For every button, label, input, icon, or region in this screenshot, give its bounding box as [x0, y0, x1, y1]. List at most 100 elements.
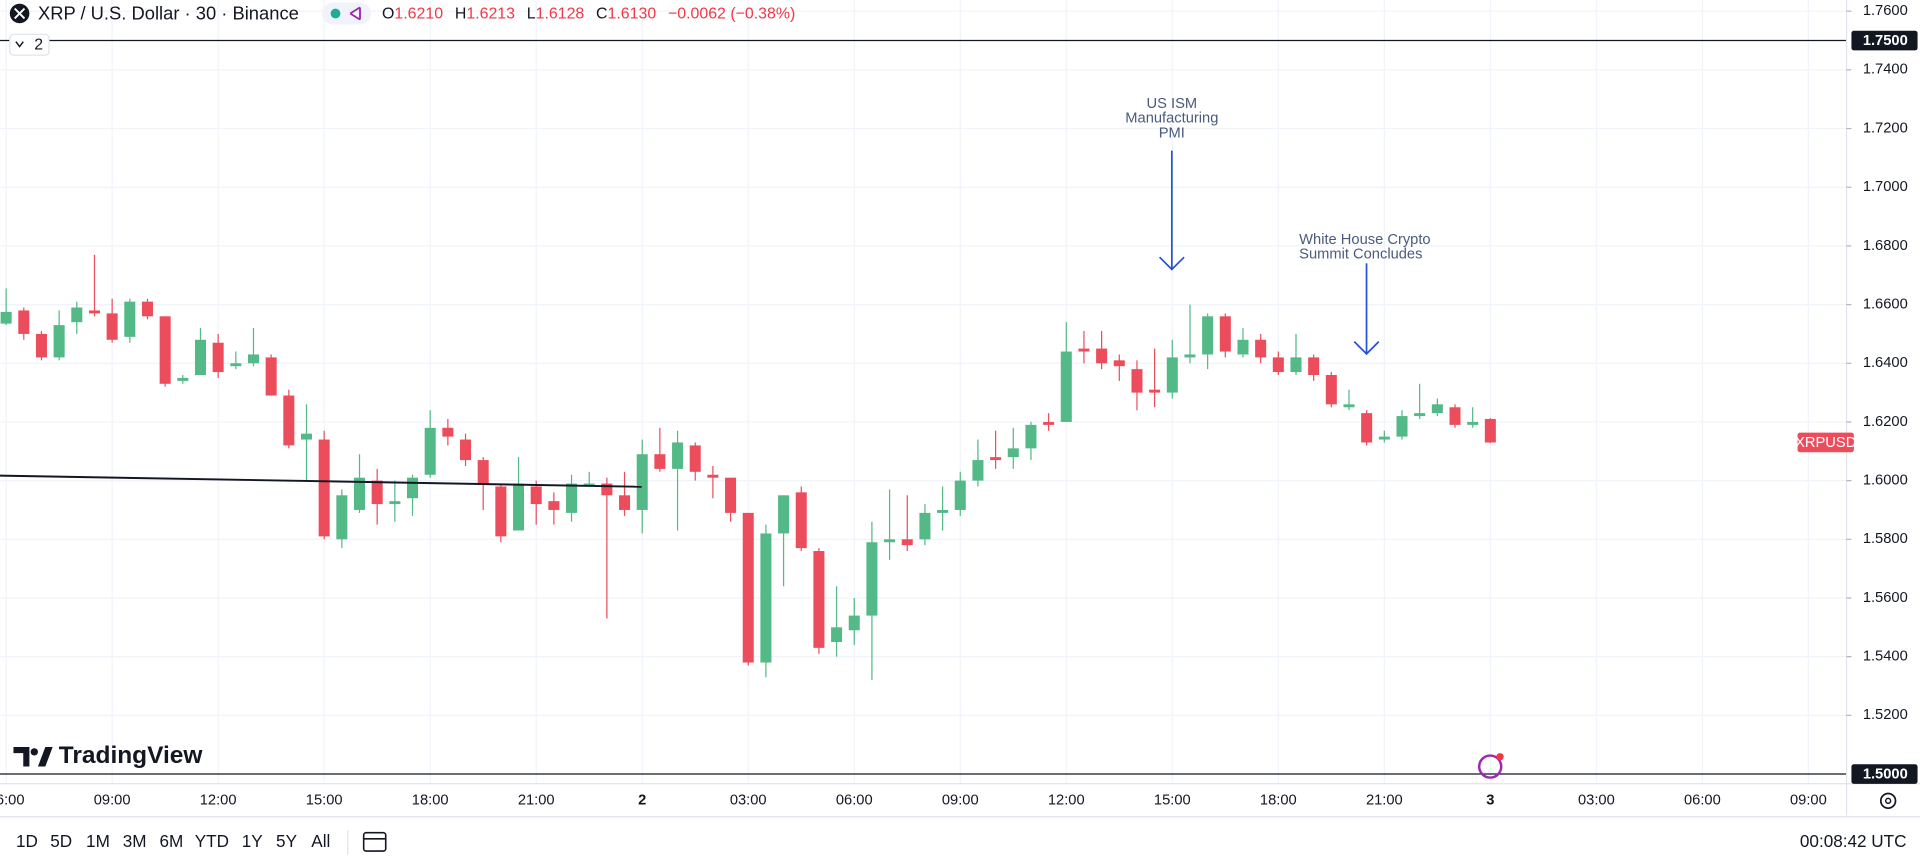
candle-body: [919, 512, 931, 540]
candle-body: [725, 477, 737, 513]
candle-body: [566, 483, 578, 513]
candle-body: [1007, 448, 1019, 458]
brand-name: TradingView: [59, 742, 204, 769]
brand-logo: [37, 746, 53, 767]
range-button[interactable]: All: [311, 831, 330, 851]
settings-icon[interactable]: [1879, 792, 1897, 810]
status-pill: [322, 2, 372, 25]
symbol-title: XRP / U.S. Dollar · 30 · Binance: [38, 3, 299, 24]
range-button[interactable]: 1Y: [242, 831, 264, 851]
price-tag: [1851, 30, 1918, 51]
range-button[interactable]: 6M: [160, 831, 184, 851]
price-tag-label: 1.7500: [1863, 33, 1908, 49]
candle-body: [159, 316, 171, 384]
x-tick-label: 18:00: [1260, 793, 1297, 809]
x-tick-label: 09:00: [94, 793, 131, 809]
candle-body: [654, 454, 666, 469]
candle-body: [1467, 421, 1479, 425]
candle-body: [972, 460, 984, 481]
x-tick-label: 12:00: [1048, 793, 1085, 809]
axis: 1.5200 1.5400 1.5600 1.5800 1.6000 1.6200 1.64…: [0, 3, 1918, 809]
assistant-badge: [1496, 753, 1504, 761]
x-tick-label: 06:00: [1684, 793, 1721, 809]
candle-body: [124, 301, 136, 337]
candle-body: [318, 439, 330, 537]
candle-body: [371, 480, 383, 505]
calendar-icon[interactable]: [362, 831, 387, 852]
range-button[interactable]: 5Y: [276, 831, 298, 851]
candle-body: [230, 363, 242, 367]
range-button[interactable]: 3M: [123, 831, 147, 851]
candle-body: [1202, 316, 1214, 355]
candle-body: [18, 310, 30, 334]
candle-body: [247, 354, 260, 364]
toolbar: 00:08:42 UTC 1D 5D 1M 3M 6M YTD 1Y 5Y All: [16, 830, 1907, 855]
range-button[interactable]: 5D: [50, 831, 72, 851]
y-tick-label: 1.6000: [1863, 472, 1908, 488]
candle-body: [601, 483, 613, 496]
candle-body: [460, 439, 472, 461]
candle-body: [1325, 374, 1337, 405]
candle-body: [495, 486, 507, 537]
candle-body: [1131, 369, 1143, 393]
candle-body: [760, 533, 772, 663]
candle-body: [1078, 348, 1090, 352]
brand: TradingView: [13, 742, 203, 769]
brand-logo: [30, 748, 38, 756]
annotation-text: Summit Concludes: [1299, 247, 1422, 263]
ohlc-value: 1.6213: [466, 6, 515, 23]
indicator-toggle[interactable]: [9, 33, 50, 56]
x-tick-label: 3: [1486, 793, 1494, 809]
candle-body: [71, 307, 83, 323]
price-tag: [1851, 764, 1918, 784]
candle-body: [1255, 339, 1267, 358]
candle-body: [407, 477, 419, 499]
candle-body: [424, 427, 436, 475]
y-tick-label: 1.6400: [1863, 355, 1908, 371]
candle-body: [1378, 436, 1390, 440]
ohlc-label: C: [596, 6, 608, 23]
y-tick-label: 1.7000: [1863, 179, 1908, 195]
symbol-tag-label: XRPUSD: [1795, 435, 1856, 451]
grid: [0, 0, 1847, 784]
range-button[interactable]: YTD: [195, 831, 229, 851]
chevron: [15, 41, 24, 48]
candle-body: [848, 615, 860, 631]
ohlc-value: 1.6130: [608, 6, 657, 23]
candle-body: [336, 495, 348, 540]
candle-body: [1361, 413, 1373, 443]
annotation-arrowhead: [1158, 256, 1185, 271]
candle-body: [937, 509, 949, 513]
range-button[interactable]: 1M: [86, 831, 110, 851]
y-tick-label: 1.5400: [1863, 649, 1908, 665]
brand-logo: [13, 746, 30, 767]
candle-body: [672, 442, 684, 469]
candle-body: [1308, 357, 1320, 375]
y-tick-label: 1.6600: [1863, 296, 1908, 312]
assistant-icon[interactable]: [1477, 754, 1503, 779]
candle-body: [866, 542, 878, 616]
candle-body: [1414, 413, 1426, 417]
annotation-text: Manufacturing: [1125, 111, 1218, 127]
candle-body: [530, 486, 542, 505]
annotation-text: PMI: [1159, 125, 1185, 141]
symbol-icon-mark: [14, 7, 26, 20]
x-tick-label: 09:00: [942, 793, 979, 809]
change: −0.0062 (−0.38%): [668, 6, 795, 23]
settings-icon-center: [1884, 797, 1892, 805]
ohlc-label: L: [527, 6, 536, 23]
share-icon: [349, 6, 361, 21]
candle-body: [1096, 348, 1108, 364]
candle-body: [1060, 351, 1072, 422]
range-button[interactable]: 1D: [16, 831, 38, 851]
y-tick-label: 1.5600: [1863, 590, 1908, 606]
candle-body: [1184, 354, 1196, 358]
candle-body: [795, 492, 807, 549]
candle-body: [477, 460, 489, 484]
candle-body: [106, 313, 118, 340]
x-tick-label: 09:00: [1790, 793, 1827, 809]
candle-body: [1237, 339, 1249, 355]
candle-body: [141, 301, 153, 317]
candle-body: [1113, 360, 1125, 367]
